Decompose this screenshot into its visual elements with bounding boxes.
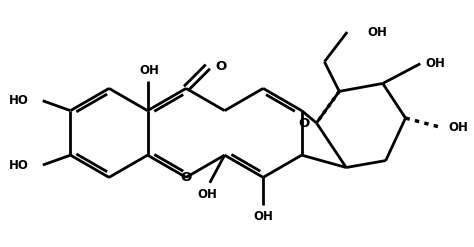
Text: OH: OH (198, 188, 218, 201)
Text: OH: OH (139, 64, 159, 77)
Text: HO: HO (9, 159, 29, 171)
Text: OH: OH (367, 25, 387, 39)
Text: HO: HO (9, 94, 29, 107)
Text: O: O (298, 118, 310, 130)
Text: OH: OH (425, 57, 445, 70)
Text: O: O (216, 60, 227, 73)
Text: OH: OH (253, 210, 273, 223)
Text: OH: OH (448, 122, 468, 134)
Text: O: O (181, 171, 191, 184)
